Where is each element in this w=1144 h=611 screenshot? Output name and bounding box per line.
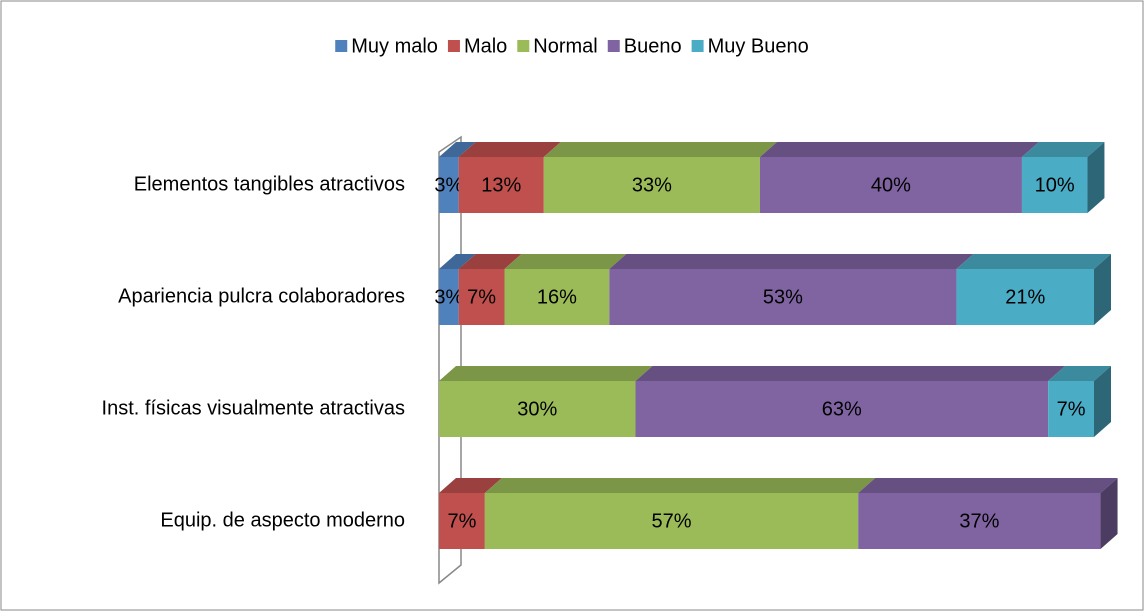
data-label: 40% (871, 174, 911, 196)
legend-label: Malo (464, 35, 507, 57)
legend-label: Muy Bueno (708, 35, 809, 57)
bar-top-face (439, 478, 502, 493)
data-label: 37% (959, 510, 999, 532)
data-label: 3% (434, 174, 463, 196)
data-label: 21% (1005, 286, 1045, 308)
legend-label: Normal (533, 35, 597, 57)
data-label: 7% (1057, 398, 1086, 420)
data-label: 33% (632, 174, 672, 196)
bar-segment (439, 157, 459, 213)
bar-side-face (1094, 366, 1111, 437)
bar-segment (609, 269, 957, 325)
data-label: 30% (517, 398, 557, 420)
bar-top-face (956, 254, 1111, 269)
legend-swatch (335, 40, 348, 52)
legend-label: Muy malo (351, 35, 438, 57)
bar-segment (504, 269, 610, 325)
data-label: 57% (652, 510, 692, 532)
bar-top-face (759, 142, 1039, 157)
bar-top-face (609, 254, 974, 269)
data-label: 63% (822, 398, 862, 420)
bar-top-face (484, 478, 876, 493)
legend-swatch (607, 40, 620, 52)
bar-segment (635, 381, 1049, 437)
category-label: Apariencia pulcra colaboradores (118, 285, 405, 307)
bar-segment (759, 157, 1022, 213)
bar-segment (956, 269, 1094, 325)
legend-label: Bueno (624, 35, 682, 57)
bar-segment (858, 493, 1101, 549)
bar-segment (543, 157, 760, 213)
bar-segment (439, 493, 485, 549)
bar-top-face (439, 254, 476, 269)
data-label: 7% (467, 286, 496, 308)
bar-top-face (439, 366, 653, 381)
bar-segment (439, 381, 636, 437)
category-label: Equip. de aspecto moderno (160, 509, 405, 531)
bar-top-face (458, 254, 522, 269)
bar-top-face (1048, 366, 1111, 381)
bar-top-face (543, 142, 777, 157)
data-label: 16% (537, 286, 577, 308)
bar-top-face (504, 254, 627, 269)
bar-side-face (1094, 254, 1111, 325)
data-label: 3% (434, 286, 463, 308)
legend-swatch (447, 40, 460, 52)
bar-segment (439, 269, 459, 325)
bar-top-face (1021, 142, 1105, 157)
category-label: Elementos tangibles atractivos (134, 173, 405, 195)
data-label: 7% (447, 510, 476, 532)
data-label: 53% (763, 286, 803, 308)
data-label: 10% (1035, 174, 1075, 196)
bar-segment (1021, 157, 1088, 213)
bar-top-face (858, 478, 1118, 493)
bar-side-face (1100, 478, 1118, 549)
bar-top-face (635, 366, 1066, 381)
bar-segment (458, 157, 544, 213)
bar-top-face (439, 142, 476, 157)
category-label: Inst. físicas visualmente atractivas (102, 397, 405, 419)
back-wall (438, 135, 462, 585)
data-label: 13% (481, 174, 521, 196)
bar-segment (1048, 381, 1094, 437)
legend-swatch (691, 40, 704, 52)
bar-segment (458, 269, 505, 325)
bar-side-face (1087, 142, 1105, 213)
legend-swatch (517, 40, 530, 52)
bar-segment (484, 493, 859, 549)
bar-top-face (458, 142, 561, 157)
